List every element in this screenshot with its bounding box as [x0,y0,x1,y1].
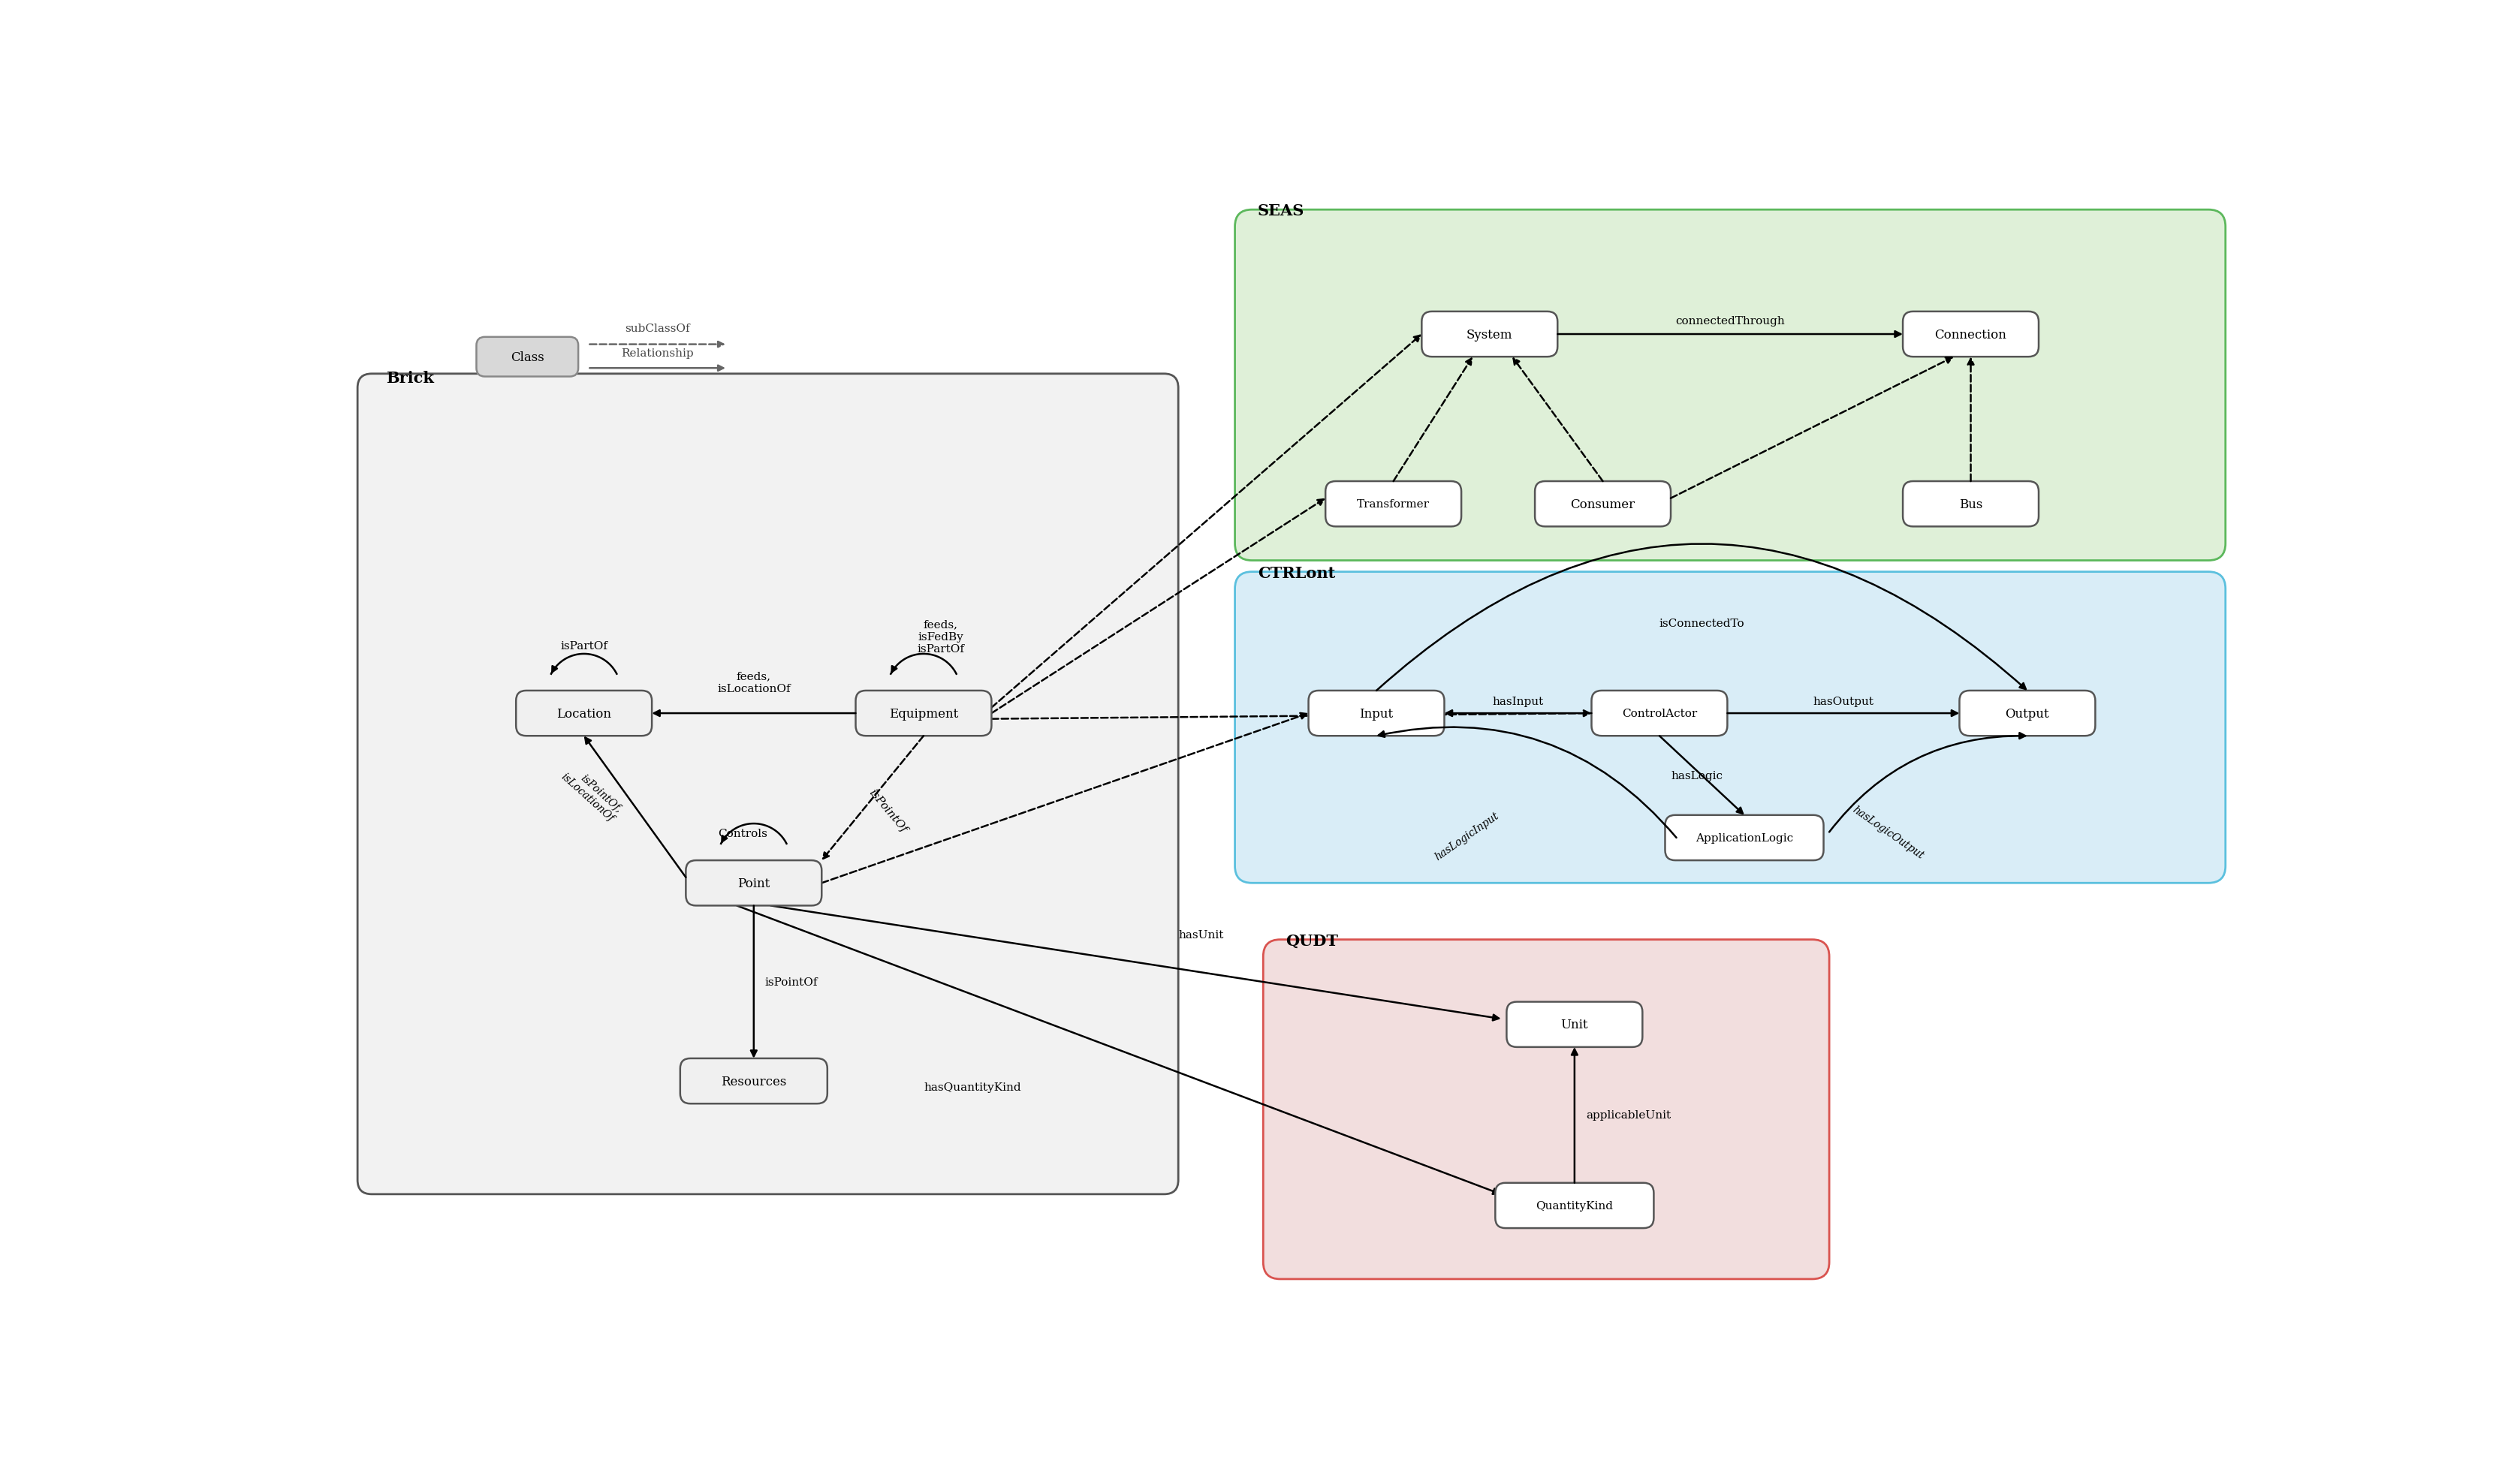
FancyBboxPatch shape [685,861,822,906]
FancyBboxPatch shape [1235,210,2225,561]
FancyBboxPatch shape [1235,573,2225,883]
FancyBboxPatch shape [517,690,653,736]
FancyBboxPatch shape [358,375,1179,1194]
FancyBboxPatch shape [1326,482,1462,527]
Text: Controls: Controls [718,829,766,839]
FancyBboxPatch shape [1494,1183,1653,1228]
FancyBboxPatch shape [1308,690,1444,736]
Text: Brick: Brick [386,370,433,385]
Text: hasLogicOutput: hasLogicOutput [1850,804,1925,861]
Text: Relationship: Relationship [622,348,693,358]
Text: Consumer: Consumer [1570,498,1635,511]
Text: isPointOf: isPointOf [766,977,819,987]
Text: applicableUnit: applicableUnit [1585,1111,1671,1121]
Text: Location: Location [557,707,612,720]
Text: Unit: Unit [1560,1018,1588,1031]
Text: Input: Input [1358,707,1394,720]
Text: Resources: Resources [721,1075,786,1087]
FancyBboxPatch shape [1421,311,1557,357]
Text: Connection: Connection [1935,328,2006,341]
FancyBboxPatch shape [1507,1002,1643,1047]
FancyBboxPatch shape [1263,940,1830,1279]
Text: Output: Output [2006,707,2049,720]
FancyBboxPatch shape [1903,311,2039,357]
FancyBboxPatch shape [680,1059,827,1103]
Text: Class: Class [512,351,544,364]
Text: Transformer: Transformer [1356,499,1429,510]
Text: isConnectedTo: isConnectedTo [1658,618,1744,629]
Text: connectedThrough: connectedThrough [1676,316,1784,326]
Text: isPartOf: isPartOf [559,640,607,651]
Text: Equipment: Equipment [890,707,958,720]
Text: Bus: Bus [1958,498,1983,511]
Text: QUDT: QUDT [1285,933,1338,949]
Text: feeds,
isLocationOf: feeds, isLocationOf [718,671,791,693]
FancyBboxPatch shape [1666,815,1824,861]
Text: hasQuantityKind: hasQuantityKind [922,1083,1021,1093]
FancyBboxPatch shape [857,690,990,736]
Text: ControlActor: ControlActor [1623,708,1696,718]
Text: SEAS: SEAS [1257,204,1305,219]
Text: subClassOf: subClassOf [625,323,690,333]
Text: isPointOf: isPointOf [867,787,910,834]
Text: isPointOf,
isLocationOf: isPointOf, isLocationOf [559,762,622,824]
Text: hasLogic: hasLogic [1671,771,1724,782]
Text: feeds,
isFedBy
isPartOf: feeds, isFedBy isPartOf [917,620,965,654]
Text: System: System [1467,328,1512,341]
Text: QuantityKind: QuantityKind [1535,1200,1613,1210]
Text: Point: Point [738,877,771,890]
FancyBboxPatch shape [1535,482,1671,527]
FancyBboxPatch shape [1961,690,2094,736]
FancyBboxPatch shape [1903,482,2039,527]
Text: hasInput: hasInput [1492,696,1545,707]
Text: hasLogicInput: hasLogicInput [1434,809,1502,862]
FancyBboxPatch shape [1593,690,1726,736]
Text: ApplicationLogic: ApplicationLogic [1696,833,1794,843]
FancyBboxPatch shape [476,338,577,378]
Text: CTRLont: CTRLont [1257,566,1336,580]
Text: hasUnit: hasUnit [1179,930,1225,940]
Text: hasOutput: hasOutput [1812,696,1875,707]
